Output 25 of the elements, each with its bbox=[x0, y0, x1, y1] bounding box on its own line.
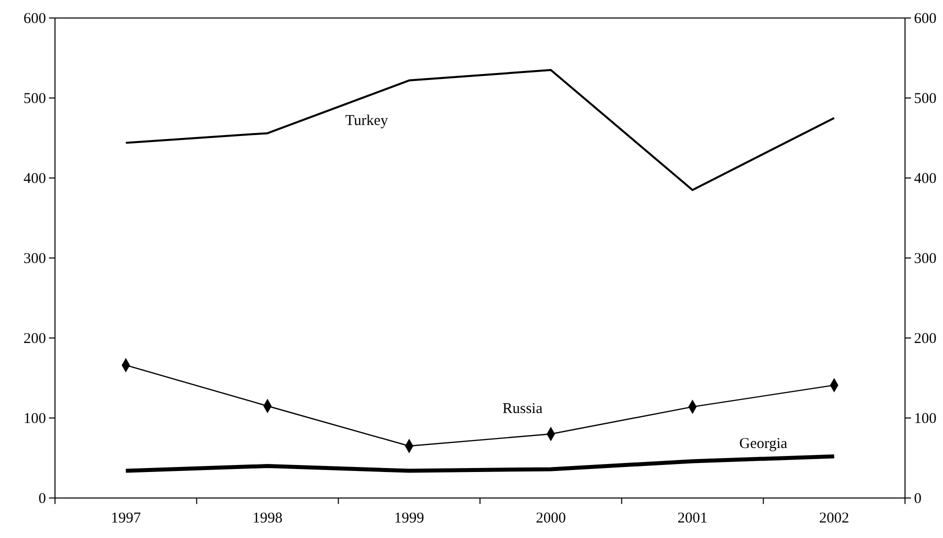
y2-tick-label: 600 bbox=[914, 10, 936, 27]
line-series bbox=[124, 69, 836, 191]
series-label: Russia bbox=[502, 401, 543, 417]
y-tick-label: 0 bbox=[38, 490, 46, 507]
y2-tick-label: 200 bbox=[914, 330, 936, 347]
x-tick-label: 2002 bbox=[819, 510, 850, 527]
y2-tick-label: 100 bbox=[914, 410, 936, 427]
y-tick-label: 400 bbox=[24, 170, 46, 187]
y2-tick-label: 500 bbox=[914, 90, 936, 107]
y2-tick-label: 300 bbox=[914, 250, 936, 267]
x-tick-label: 2000 bbox=[536, 510, 566, 527]
y2-tick-label: 0 bbox=[914, 490, 922, 507]
y-tick-label: 600 bbox=[24, 10, 46, 27]
x-tick-label: 1999 bbox=[394, 510, 424, 527]
y-tick-label: 100 bbox=[24, 410, 46, 427]
x-tick-label: 1998 bbox=[252, 510, 282, 527]
y-tick-label: 200 bbox=[24, 330, 46, 347]
x-tick-label: 2001 bbox=[678, 510, 708, 527]
y2-tick-label: 400 bbox=[914, 170, 936, 187]
y-tick-label: 300 bbox=[24, 250, 46, 267]
x-tick-label: 1997 bbox=[110, 510, 142, 527]
series-label: Georgia bbox=[739, 436, 788, 452]
line-series bbox=[124, 454, 836, 473]
series-label: Turkey bbox=[345, 113, 389, 130]
y-tick-label: 500 bbox=[24, 90, 46, 107]
